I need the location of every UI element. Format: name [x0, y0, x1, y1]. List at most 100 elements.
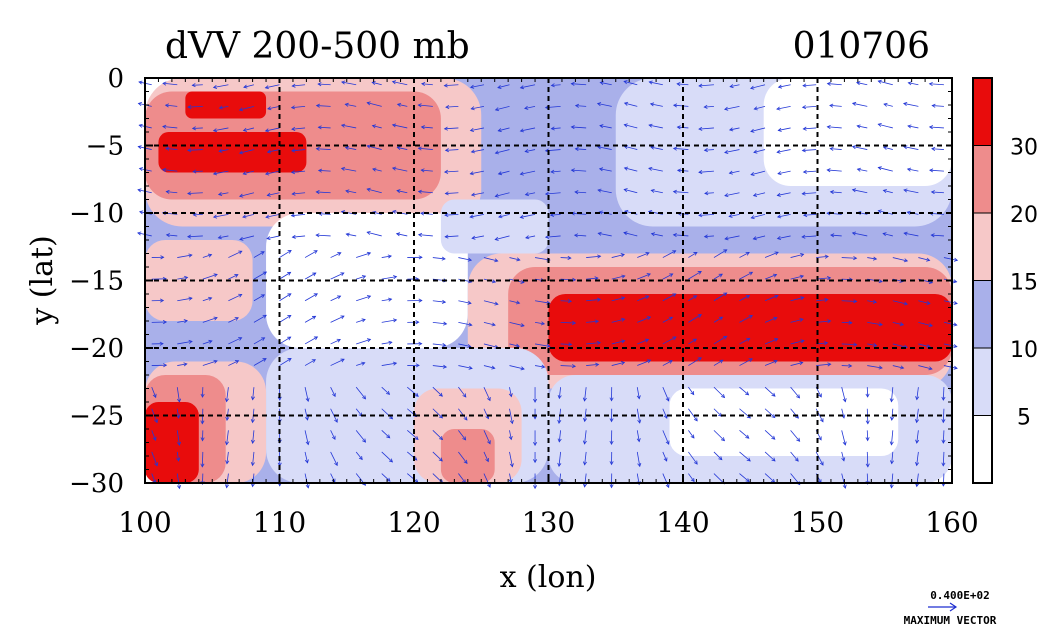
vector-arrow-175	[524, 192, 536, 197]
field-region-6	[266, 213, 468, 348]
vector-arrow-12	[443, 83, 459, 88]
vector-arrow-101	[266, 149, 280, 154]
vector-arrow-479	[941, 387, 946, 401]
vector-arrow-442	[816, 362, 832, 367]
y-tick-label-6: −30	[69, 469, 124, 499]
vector-arrow-147	[623, 166, 638, 172]
vector-arrow-87	[728, 127, 740, 132]
vector-arrow-349	[892, 300, 909, 306]
vector-arrow-30	[907, 81, 919, 86]
vector-arrow-333	[483, 300, 499, 306]
vector-arrow-307	[637, 273, 651, 280]
vector-arrow-292	[253, 271, 268, 280]
vector-arrow-22	[698, 83, 714, 88]
vector-arrow-539	[841, 430, 847, 446]
vector-arrow-402	[611, 339, 626, 345]
vector-arrow-80	[550, 126, 561, 131]
vector-arrow-180	[650, 188, 663, 194]
vector-arrow-277	[688, 251, 698, 258]
vector-arrow-184	[752, 192, 766, 197]
vector-arrow-225	[165, 233, 178, 238]
vector-arrow-188	[851, 188, 868, 194]
max-vector-arrowhead	[949, 602, 958, 612]
colorbar-frame	[972, 77, 993, 484]
vector-arrow-274	[611, 253, 625, 258]
vector-arrow-378	[816, 319, 832, 324]
vector-arrow-41	[366, 101, 382, 107]
vector-arrow-46	[494, 105, 510, 112]
vector-arrow-89	[777, 127, 791, 132]
vector-arrow-72	[340, 123, 357, 129]
vector-arrow-472	[764, 386, 776, 397]
vector-arrow-506	[815, 408, 824, 423]
vector-arrow-195	[212, 213, 229, 219]
vector-arrow-547	[225, 451, 230, 465]
vector-arrow-489	[381, 408, 394, 420]
vector-arrow-38	[290, 105, 306, 110]
vector-arrow-339	[637, 295, 650, 302]
vector-arrow-393	[381, 340, 393, 345]
vector-arrow-481	[176, 408, 181, 419]
vector-arrow-230	[291, 234, 306, 239]
vector-arrow-197	[265, 213, 280, 219]
vector-arrow-76	[443, 126, 459, 131]
vector-arrow-551	[330, 451, 338, 467]
vector-arrow-78	[497, 127, 510, 133]
vector-arrow-251	[830, 233, 842, 238]
vector-arrow-177	[574, 190, 587, 195]
vector-arrow-270	[509, 257, 521, 262]
vector-arrow-406	[713, 335, 728, 345]
vector-arrow-86	[698, 126, 714, 131]
vector-arrow-329	[381, 297, 393, 302]
vector-arrow-264	[356, 251, 372, 258]
vector-arrow-561	[582, 451, 587, 466]
vector-arrow-265	[381, 254, 392, 259]
vector-arrow-6	[291, 83, 306, 88]
vector-arrow-380	[867, 321, 883, 327]
vector-arrow-215	[728, 213, 740, 218]
vector-arrow-171	[417, 189, 433, 194]
vector-arrow-191	[930, 190, 944, 195]
vector-arrow-113	[574, 146, 587, 152]
vector-arrow-234	[395, 232, 408, 237]
vector-arrow-328	[356, 295, 372, 302]
vector-arrow-443	[841, 363, 853, 368]
vector-arrow-186	[801, 191, 817, 196]
vector-arrow-50	[596, 102, 612, 107]
vector-arrow-450	[200, 387, 205, 398]
vector-arrow-390	[304, 336, 319, 345]
vector-arrow-401	[586, 340, 601, 345]
vector-arrow-103	[315, 146, 331, 151]
vector-arrow-241	[573, 233, 587, 238]
vector-arrow-62	[903, 102, 919, 107]
vector-arrow-143	[519, 170, 536, 176]
vector-arrow-169	[366, 187, 382, 194]
vector-arrow-125	[882, 145, 893, 150]
vector-arrow-400	[560, 342, 573, 347]
vector-arrow-557	[483, 451, 489, 463]
vector-arrow-198	[290, 213, 306, 218]
vector-arrow-124	[851, 145, 868, 150]
vector-arrow-122	[801, 148, 817, 153]
max-vector-value: 0.400E+02	[930, 589, 990, 602]
vector-arrow-361	[381, 318, 398, 323]
vector-arrow-281	[790, 253, 805, 258]
vector-arrow-358	[304, 315, 317, 323]
vector-arrow-580	[250, 473, 255, 488]
vector-arrow-597	[688, 473, 695, 483]
grid-lines	[145, 78, 952, 483]
vector-arrow-276	[662, 250, 677, 258]
vector-arrow-430	[509, 365, 525, 371]
colorbar-label-2: 15	[1010, 271, 1038, 296]
vector-arrow-411	[841, 342, 858, 347]
vector-arrow-454	[304, 387, 310, 403]
vector-arrow-558	[509, 451, 514, 468]
vector-arrow-45	[470, 105, 485, 111]
y-tick-label-1: −5	[86, 132, 124, 162]
vector-arrow-69	[264, 127, 280, 133]
vector-arrow-162	[187, 191, 203, 196]
vector-arrow-434	[611, 361, 626, 366]
vector-arrow-278	[713, 249, 728, 258]
vector-arrow-74	[391, 123, 408, 129]
